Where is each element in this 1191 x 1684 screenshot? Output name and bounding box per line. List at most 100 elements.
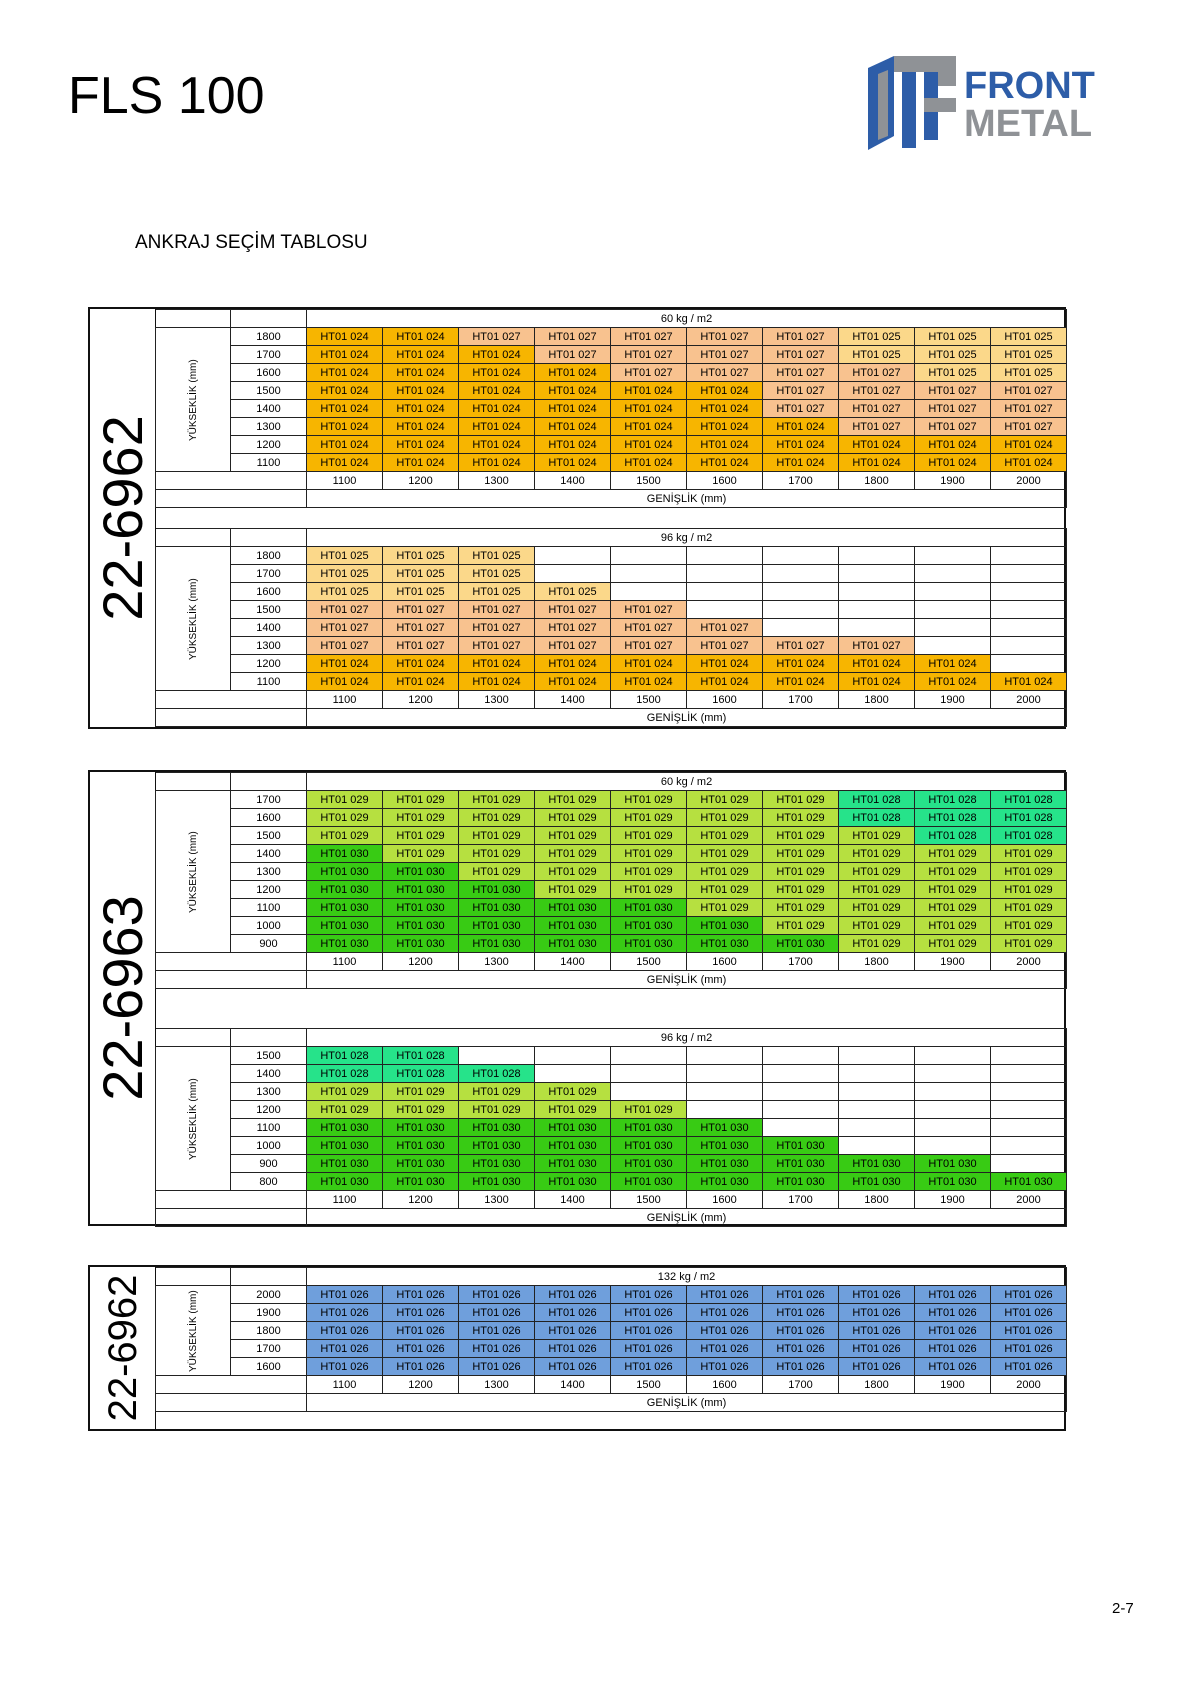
anchor-table: 132 kg / m2 YÜKSEKLİK (mm) 2000 HT01 026 HT0…: [155, 1267, 1068, 1412]
anchor-cell: HT01 026: [989, 1303, 1068, 1322]
anchor-cell: HT01 027: [306, 618, 383, 637]
height-value: 1700: [230, 790, 307, 809]
anchor-cell: [838, 1064, 915, 1083]
width-value: 1500: [610, 690, 687, 709]
anchor-cell: HT01 027: [458, 618, 535, 637]
width-value: 2000: [989, 1190, 1068, 1209]
height-axis-label: YÜKSEKLİK (mm): [155, 546, 231, 691]
anchor-cell: HT01 029: [458, 808, 535, 827]
corner-cell: [230, 772, 307, 791]
table-row: YÜKSEKLİK (mm) 1500 HT01 028 HT01 028: [155, 1046, 1068, 1191]
anchor-cell: HT01 029: [382, 844, 459, 863]
anchor-cell: HT01 030: [306, 898, 383, 917]
anchor-cell: HT01 029: [989, 934, 1068, 953]
anchor-cell: [989, 1136, 1068, 1155]
height-value: 1900: [230, 1303, 307, 1322]
anchor-cell: HT01 026: [686, 1357, 763, 1376]
anchor-cell: HT01 024: [914, 435, 991, 454]
anchor-cell: HT01 024: [306, 327, 383, 346]
height-value: 1600: [230, 582, 307, 601]
anchor-cell: HT01 029: [762, 880, 839, 899]
anchor-cell: HT01 029: [686, 880, 763, 899]
width-value: 1700: [762, 1375, 839, 1394]
anchor-cell: HT01 030: [534, 934, 611, 953]
table-row: 1100 HT01 030 HT01 030 HT01 030 HT01 030 HT01…: [156, 898, 1068, 917]
width-value: 1800: [838, 471, 915, 490]
height-value: 1200: [230, 435, 307, 454]
anchor-cell: HT01 025: [306, 564, 383, 583]
anchor-cell: HT01 026: [458, 1321, 535, 1340]
width-value: 2000: [989, 1375, 1068, 1394]
anchor-cell: [914, 600, 991, 619]
height-value: 1100: [230, 898, 307, 917]
anchor-cell: HT01 027: [838, 399, 915, 418]
anchor-cell: HT01 030: [686, 934, 763, 953]
anchor-cell: HT01 026: [914, 1339, 991, 1358]
anchor-block-2: 22-6963 60 kg / m2 YÜKSEKLİK (mm) 1700 HT01…: [88, 770, 1068, 1227]
anchor-cell: HT01 027: [458, 327, 535, 346]
corner-cell: [155, 772, 231, 791]
table-row: 1700 HT01 025 HT01 025 HT01 025: [156, 564, 1068, 583]
height-value: 900: [230, 1154, 307, 1173]
anchor-cell: HT01 024: [686, 417, 763, 436]
height-value: 1800: [230, 546, 307, 565]
anchor-cell: [838, 1118, 915, 1137]
corner-cell: [155, 690, 307, 709]
anchor-cell: HT01 028: [838, 808, 915, 827]
anchor-cell: HT01 029: [534, 1082, 611, 1101]
height-value: 1800: [230, 327, 307, 346]
anchor-cell: HT01 028: [989, 790, 1068, 809]
anchor-cell: HT01 027: [458, 636, 535, 655]
corner-cell: [155, 1393, 307, 1412]
width-value: 1900: [914, 471, 991, 490]
anchor-cell: HT01 030: [306, 880, 383, 899]
anchor-cell: HT01 029: [762, 844, 839, 863]
anchor-cell: HT01 026: [306, 1321, 383, 1340]
page-number: 2-7: [1112, 1600, 1134, 1617]
anchor-cell: [762, 1082, 839, 1101]
profile-code-label: 22-6962: [90, 415, 154, 621]
width-value: 1100: [306, 471, 383, 490]
table-row: 1400 HT01 030 HT01 029 HT01 029 HT01 029 HT01…: [156, 844, 1068, 863]
anchor-cell: HT01 028: [914, 790, 991, 809]
width-value: 1900: [914, 1190, 991, 1209]
height-value: 1400: [230, 844, 307, 863]
height-value: 1300: [230, 636, 307, 655]
anchor-cell: HT01 027: [610, 327, 687, 346]
anchor-cell: HT01 024: [382, 654, 459, 673]
anchor-cell: HT01 029: [534, 826, 611, 845]
anchor-cell: HT01 030: [382, 1172, 459, 1191]
anchor-block-3: 22-6962 132 kg / m2 YÜKSEKLİK (mm) 2000 HT0…: [88, 1265, 1068, 1431]
anchor-cell: [762, 1100, 839, 1119]
anchor-cell: HT01 030: [458, 934, 535, 953]
anchor-cell: HT01 028: [989, 826, 1068, 845]
table-row: 1400 HT01 024 HT01 024 HT01 024 HT01 024 HT01…: [156, 399, 1068, 418]
anchor-cell: HT01 029: [306, 1082, 383, 1101]
anchor-cell: HT01 030: [610, 1136, 687, 1155]
width-row: 1100 1200 1300 1400 1500 1600 1700 1800 1900 2000: [155, 1190, 1068, 1209]
anchor-cell: HT01 030: [458, 880, 535, 899]
anchor-cell: HT01 028: [914, 826, 991, 845]
anchor-cell: [989, 546, 1068, 565]
anchor-cell: HT01 024: [610, 399, 687, 418]
anchor-cell: [914, 1118, 991, 1137]
height-value: 1700: [230, 1339, 307, 1358]
load-row: 132 kg / m2: [155, 1267, 1068, 1286]
anchor-cell: HT01 024: [458, 417, 535, 436]
corner-cell: [155, 970, 307, 989]
anchor-cell: HT01 024: [762, 654, 839, 673]
anchor-cell: [914, 546, 991, 565]
anchor-cell: HT01 030: [686, 1172, 763, 1191]
anchor-cell: HT01 030: [762, 1172, 839, 1191]
anchor-block-1: 22-6962 60 kg / m2 YÜKSEKLİK (mm) 1800 HT01…: [88, 307, 1068, 729]
anchor-cell: HT01 025: [382, 564, 459, 583]
anchor-cell: HT01 027: [762, 327, 839, 346]
anchor-cell: HT01 027: [534, 636, 611, 655]
corner-cell: [230, 528, 307, 547]
table-row: 1300 HT01 030 HT01 030 HT01 029 HT01 029 HT01…: [156, 862, 1068, 881]
section-title: ANKRAJ SEÇİM TABLOSU: [135, 232, 368, 253]
anchor-cell: HT01 024: [534, 417, 611, 436]
anchor-cell: HT01 024: [838, 654, 915, 673]
anchor-cell: [914, 1100, 991, 1119]
anchor-cell: HT01 026: [686, 1285, 763, 1304]
